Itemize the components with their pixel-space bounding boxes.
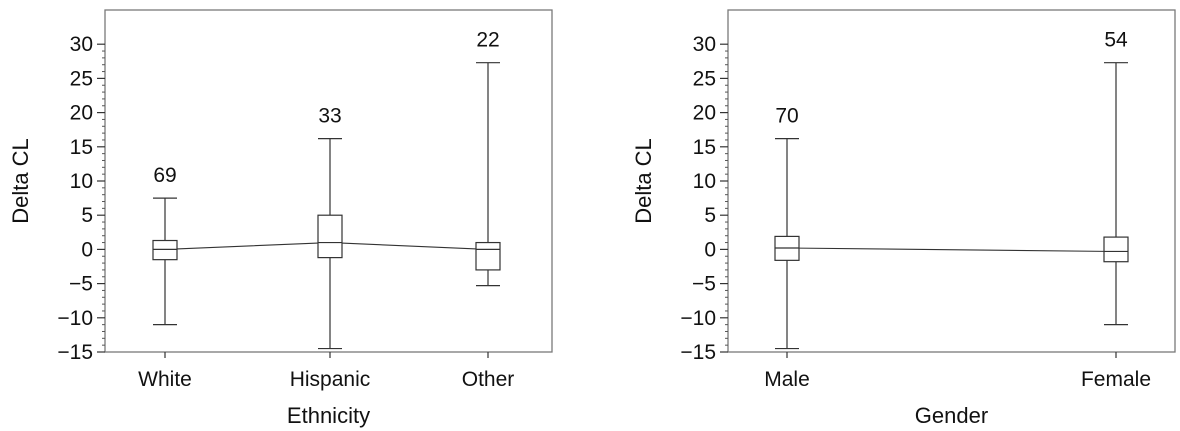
y-tick-label: 30 xyxy=(693,33,716,56)
box-hispanic: 33 Hispanic xyxy=(290,105,371,391)
x-tick-label: Other xyxy=(462,368,515,391)
y-tick-label: 25 xyxy=(693,67,716,90)
count-label: 22 xyxy=(476,29,499,52)
y-tick-label: −15 xyxy=(57,341,93,364)
y-tick-label: 0 xyxy=(704,238,716,261)
y-tick-label: 5 xyxy=(81,204,93,227)
count-label: 70 xyxy=(775,105,798,128)
y-tick-label: 10 xyxy=(70,170,93,193)
y-tick-label: 20 xyxy=(70,102,93,125)
box-iqr xyxy=(317,214,343,259)
box-iqr xyxy=(475,241,501,271)
ethnicity-boxplot-panel: −15 −10 −5 0 5 10 15 20 25 30 Delta CL Ethnicity 69 W… xyxy=(8,9,553,428)
y-axis-label: Delta CL xyxy=(8,138,33,224)
x-tick-label: Female xyxy=(1081,368,1151,391)
plot-frame xyxy=(727,9,1176,353)
y-axis-label: Delta CL xyxy=(631,138,656,224)
box-male: 70 Male xyxy=(764,105,810,391)
y-tick-label: 30 xyxy=(70,33,93,56)
y-tick-label: −5 xyxy=(69,273,93,296)
y-tick-label: −10 xyxy=(57,307,93,330)
y-tick-label: −15 xyxy=(680,341,716,364)
y-tick-label: 10 xyxy=(693,170,716,193)
box-other: 22 Other xyxy=(462,29,515,391)
y-tick-label: −10 xyxy=(680,307,716,330)
count-label: 69 xyxy=(153,164,176,187)
box-iqr xyxy=(152,239,178,261)
y-tick-label: 20 xyxy=(693,102,716,125)
y-tick-label: 25 xyxy=(70,67,93,90)
mean-connector-line xyxy=(786,247,1117,253)
box-female: 54 Female xyxy=(1081,29,1151,391)
x-tick-label: Hispanic xyxy=(290,368,371,391)
y-tick-label: 5 xyxy=(704,204,716,227)
box-iqr xyxy=(1103,236,1129,263)
box-white: 69 White xyxy=(138,164,192,391)
y-tick-label: −5 xyxy=(692,273,716,296)
y-tick-label: 15 xyxy=(70,136,93,159)
x-axis-label: Gender xyxy=(915,403,988,428)
count-label: 54 xyxy=(1104,29,1128,52)
x-tick-label: White xyxy=(138,368,192,391)
x-axis-label: Ethnicity xyxy=(287,403,370,428)
x-tick-label: Male xyxy=(764,368,810,391)
count-label: 33 xyxy=(318,105,341,128)
gender-boxplot-panel: −15 −10 −5 0 5 10 15 20 25 30 Delta CL Gender 70 Male… xyxy=(631,9,1176,428)
y-tick-label: 0 xyxy=(81,238,93,261)
y-tick-label: 15 xyxy=(693,136,716,159)
